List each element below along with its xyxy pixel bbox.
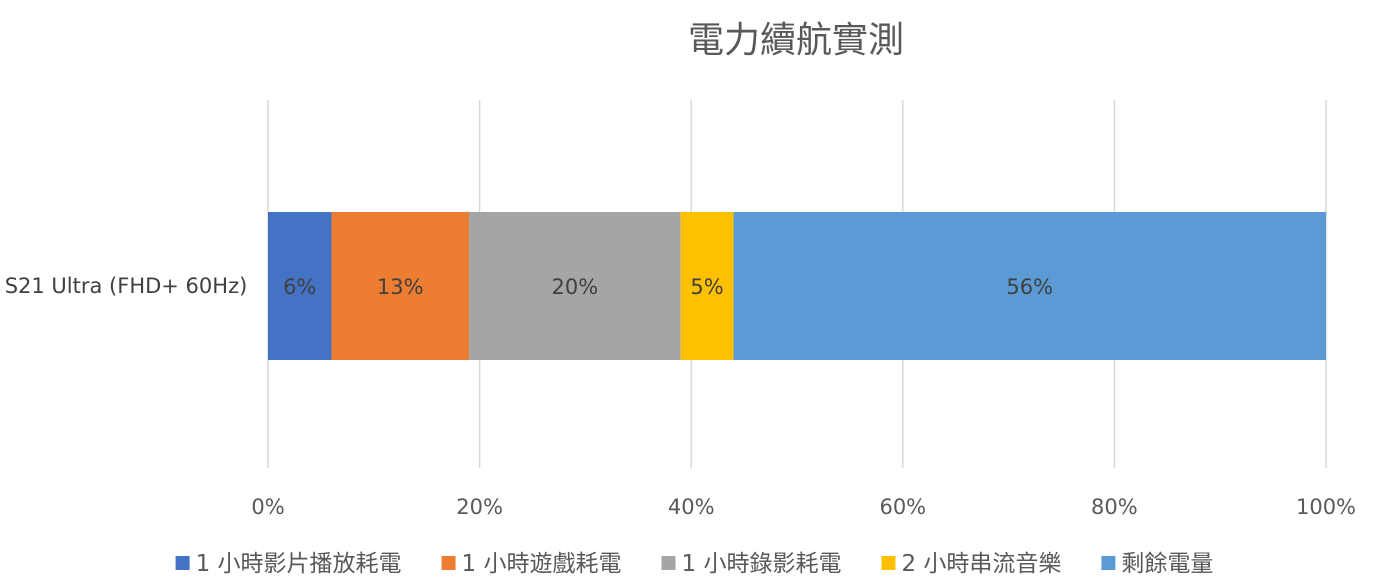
legend-item: 剩餘電量 (1101, 551, 1213, 577)
bar-segment (680, 212, 734, 360)
y-axis: S21 Ultra (FHD+ 60Hz) (5, 274, 248, 298)
legend: 1 小時影片播放耗電 1 小時遊戲耗電 1 小時錄影耗電 2 小時串流音樂 剩餘電量 (175, 551, 1213, 577)
data-label: 56% (1006, 275, 1053, 299)
legend-item: 1 小時遊戲耗電 (441, 551, 622, 577)
bar-segment (268, 212, 332, 360)
bar-segment (331, 212, 470, 360)
legend-item: 1 小時錄影耗電 (661, 551, 842, 577)
legend-label: 1 小時錄影耗電 (682, 551, 842, 577)
legend-swatch (175, 556, 190, 570)
legend-label: 2 小時串流音樂 (901, 551, 1061, 577)
data-label: 13% (377, 275, 424, 299)
category-label: S21 Ultra (FHD+ 60Hz) (5, 274, 248, 298)
data-label: 5% (690, 275, 723, 299)
legend-swatch (881, 556, 896, 570)
bars (268, 212, 1326, 360)
legend-swatch (1101, 556, 1116, 570)
legend-label: 1 小時遊戲耗電 (462, 551, 622, 577)
x-tick-label: 60% (879, 495, 926, 519)
legend-item: 1 小時影片播放耗電 (175, 551, 402, 577)
legend-swatch (661, 556, 676, 570)
data-labels: 6% 13% 20% 5% 56% (283, 275, 1053, 299)
legend-item: 2 小時串流音樂 (881, 551, 1061, 577)
bar-segment (469, 212, 681, 360)
legend-label: 1 小時影片播放耗電 (196, 551, 402, 577)
bar-segment (733, 212, 1326, 360)
legend-swatch (441, 556, 456, 570)
x-tick-label: 0% (251, 495, 284, 519)
legend-label: 剩餘電量 (1121, 551, 1213, 577)
chart-title: 電力續航實測 (688, 20, 904, 61)
x-tick-label: 100% (1296, 495, 1356, 519)
x-tick-label: 20% (456, 495, 503, 519)
data-label: 6% (283, 275, 316, 299)
x-axis: 0% 20% 40% 60% 80% 100% (251, 495, 1356, 519)
x-tick-label: 40% (668, 495, 715, 519)
data-label: 20% (551, 275, 598, 299)
x-tick-label: 80% (1091, 495, 1138, 519)
